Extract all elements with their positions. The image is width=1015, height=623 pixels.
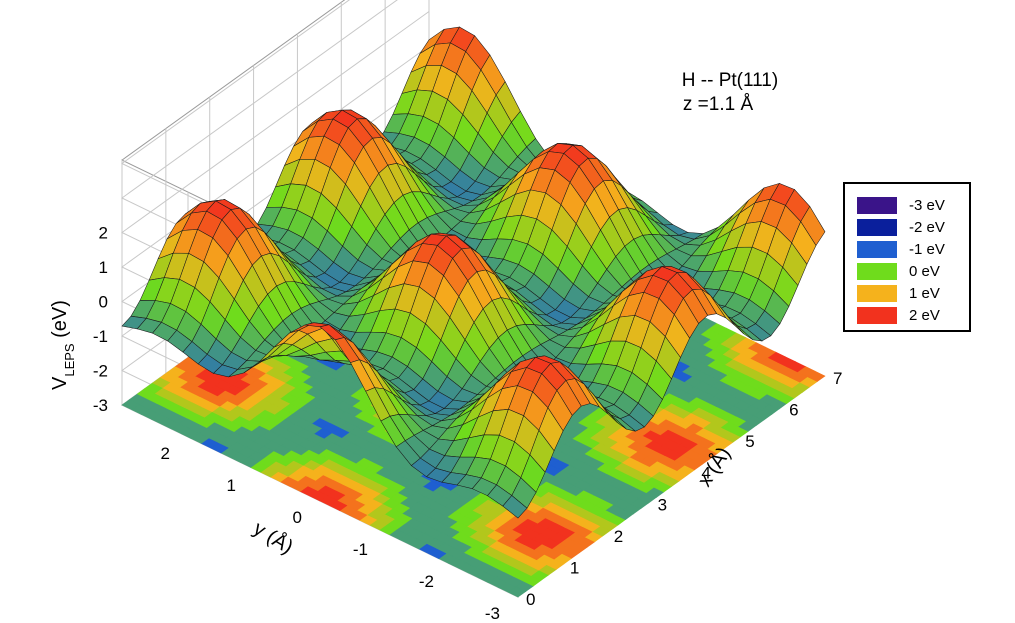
z-axis-label: VLEPS (eV) [49,300,77,390]
z-tick-label: 1 [99,258,108,277]
y-tick-label: 2 [161,444,170,463]
legend-label: 2 eV [909,306,940,324]
x-tick-label: 5 [745,432,754,451]
x-tick-label: 6 [789,401,798,420]
y-tick-label: -1 [353,540,368,559]
legend-swatch [857,196,897,214]
z-axis-label-unit: (eV) [49,300,71,343]
legend-label: 1 eV [909,284,940,302]
x-tick-label: 4 [701,464,710,483]
x-tick-label: 7 [833,369,842,388]
legend-item: 2 eV [857,304,969,326]
x-tick-label: 3 [658,495,667,514]
chart-title-line-2: z =1.1 Å [683,94,754,115]
y-tick-label: 0 [293,508,302,527]
surface-facet [502,495,528,519]
legend-item: 0 eV [857,260,969,282]
legend-item: -1 eV [857,238,969,260]
x-tick-label: 0 [526,590,535,609]
legend-label: -3 eV [909,196,945,214]
legend-swatch [857,306,897,324]
y-axis-label: y (Å) [249,517,297,559]
legend-item: -3 eV [857,194,969,216]
z-axis-label-sub: LEPS [62,343,77,377]
y-tick-label: -2 [419,572,434,591]
z-axis-label-main: V [49,376,71,390]
chart-title-line-1: H -- Pt(111) [682,70,778,91]
legend-swatch [857,284,897,302]
y-tick-label: 1 [227,476,236,495]
legend-label: -2 eV [909,218,945,236]
axis-ticks: -3 -2 -1 0 1 2 -3 -2 -1 0 1 2 0 1 2 3 4 5 6 7 [93,224,843,623]
y-tick-label: -3 [485,604,500,623]
x-tick-label: 2 [614,527,623,546]
z-tick-label: 2 [99,224,108,243]
legend-swatch [857,240,897,258]
z-tick-label: 0 [99,293,108,312]
legend-item: 1 eV [857,282,969,304]
legend: -3 eV -2 eV -1 eV 0 eV 1 eV 2 eV [843,182,971,332]
legend-item: -2 eV [857,216,969,238]
legend-label: -1 eV [909,240,945,258]
z-tick-label: -1 [93,327,108,346]
z-tick-label: -2 [93,362,108,381]
legend-swatch [857,218,897,236]
potential-surface [121,26,826,519]
x-tick-label: 1 [570,558,579,577]
legend-swatch [857,262,897,280]
legend-label: 0 eV [909,262,940,280]
z-tick-label: -3 [93,396,108,415]
